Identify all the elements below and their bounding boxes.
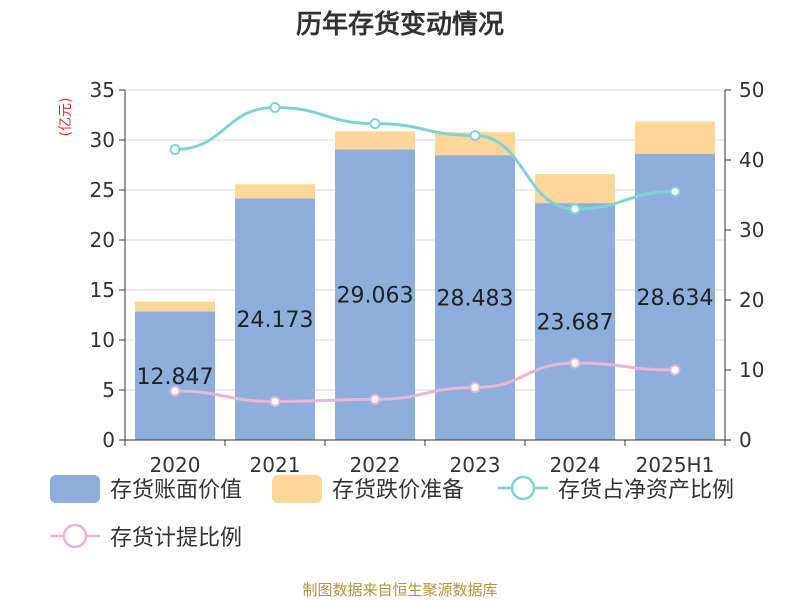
x-tick-label: 2023 <box>450 453 501 477</box>
left-axis-unit: (亿元) <box>58 98 74 137</box>
bar-data-label: 24.173 <box>237 308 314 333</box>
bar-book-value <box>335 149 415 440</box>
x-tick-label: 2022 <box>350 453 401 477</box>
legend-label: 存货计提比例 <box>110 526 242 551</box>
bar-book-value <box>135 311 215 440</box>
bar-impairment <box>135 301 215 312</box>
bar-data-label: 28.634 <box>637 286 714 311</box>
line-point <box>169 385 181 397</box>
legend-label: 存货跌价准备 <box>332 478 464 503</box>
line-point <box>669 186 681 197</box>
line-point <box>669 364 681 376</box>
line-point <box>469 382 481 393</box>
line-point <box>269 102 281 113</box>
left-tick-label: 10 <box>90 328 115 352</box>
bar-impairment <box>635 121 715 154</box>
chart-title: 历年存货变动情况 <box>296 9 504 40</box>
line-provision-ratio <box>174 361 676 404</box>
left-tick-label: 5 <box>102 378 115 402</box>
line-point <box>369 118 381 130</box>
line-point <box>269 396 281 407</box>
x-tick-label: 2025H1 <box>636 453 715 477</box>
bar-impairment <box>435 132 515 156</box>
right-tick-label: 40 <box>739 148 764 172</box>
bar-data-label: 28.483 <box>437 287 514 312</box>
line-net-asset-ratio <box>174 105 676 211</box>
line-point <box>569 203 581 215</box>
left-tick-label: 15 <box>90 278 115 302</box>
x-tick-label: 2021 <box>250 453 301 477</box>
legend-marker <box>62 523 88 549</box>
right-tick-label: 10 <box>739 358 764 382</box>
left-tick-label: 20 <box>90 228 115 252</box>
left-tick-label: 25 <box>90 178 115 202</box>
bar-impairment <box>235 184 315 199</box>
left-tick-label: 0 <box>102 428 115 452</box>
right-tick-label: 0 <box>739 428 752 452</box>
legend-swatch <box>272 475 322 503</box>
left-tick-label: 30 <box>90 128 115 152</box>
legend-swatch <box>50 475 100 503</box>
bar-book-value <box>635 153 715 440</box>
line-point <box>169 144 181 155</box>
legend-label: 存货账面价值 <box>110 478 242 503</box>
bar-data-label: 29.063 <box>337 284 414 309</box>
legend-label: 存货占净资产比例 <box>558 478 734 503</box>
left-tick-label: 35 <box>90 78 115 102</box>
line-point <box>469 130 481 141</box>
right-tick-label: 50 <box>739 78 764 102</box>
line-point <box>569 357 581 369</box>
line-point <box>369 393 381 405</box>
bar-book-value <box>535 203 615 440</box>
bar-data-label: 12.847 <box>137 365 214 390</box>
legend-marker <box>510 475 536 501</box>
bar-data-label: 23.687 <box>537 311 614 336</box>
source-note: 制图数据来自恒生聚源数据库 <box>302 581 497 599</box>
x-tick-label: 2024 <box>550 453 601 477</box>
right-tick-label: 30 <box>739 218 764 242</box>
right-tick-label: 20 <box>739 288 764 312</box>
bar-impairment <box>335 131 415 150</box>
x-tick-label: 2020 <box>150 453 201 477</box>
